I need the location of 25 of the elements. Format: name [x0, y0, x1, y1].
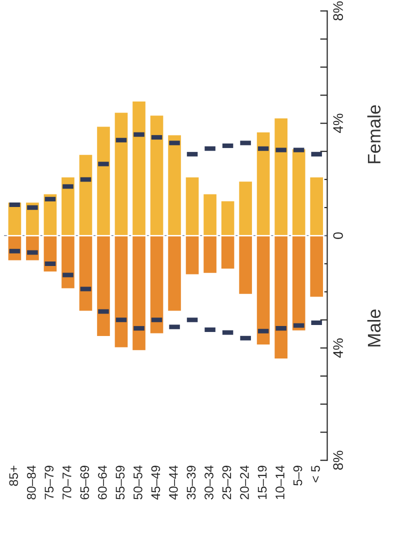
- x-tick-label: 55–59: [116, 466, 125, 500]
- x-tick-label: 40–44: [169, 466, 178, 500]
- x-tick-label: 70–74: [62, 466, 72, 500]
- x-tick-label: 65–69: [80, 466, 90, 500]
- x-tick-label: 75–79: [44, 466, 54, 500]
- x-tick-label: 35–39: [186, 466, 196, 500]
- x-tick-label: 85+: [9, 466, 18, 486]
- y-tick-label: 8%: [333, 1, 343, 20]
- x-tick-label: 80–84: [26, 466, 36, 500]
- x-tick-label: 15–19: [258, 466, 267, 499]
- x-tick-label: 25–29: [222, 466, 232, 500]
- y-tick-label: 4%: [333, 114, 343, 134]
- x-tick-label: 20–24: [240, 466, 249, 500]
- y-tick-label: 8%: [333, 450, 343, 470]
- x-tick-label: 30–34: [204, 466, 214, 500]
- x-tick-label: 5–9: [293, 466, 302, 486]
- text: Female: [367, 105, 381, 164]
- text: Male: [367, 310, 381, 346]
- x-tick-label: 10–14: [276, 466, 284, 499]
- x-tick-label: < 5: [311, 466, 320, 482]
- x-tick-label: 60–64: [98, 466, 107, 500]
- x-tick-label: 50–54: [134, 466, 142, 500]
- x-tick-label: 45–49: [151, 466, 160, 500]
- y-tick-label: 4%: [333, 338, 343, 358]
- y-tick-label: 0: [333, 232, 343, 239]
